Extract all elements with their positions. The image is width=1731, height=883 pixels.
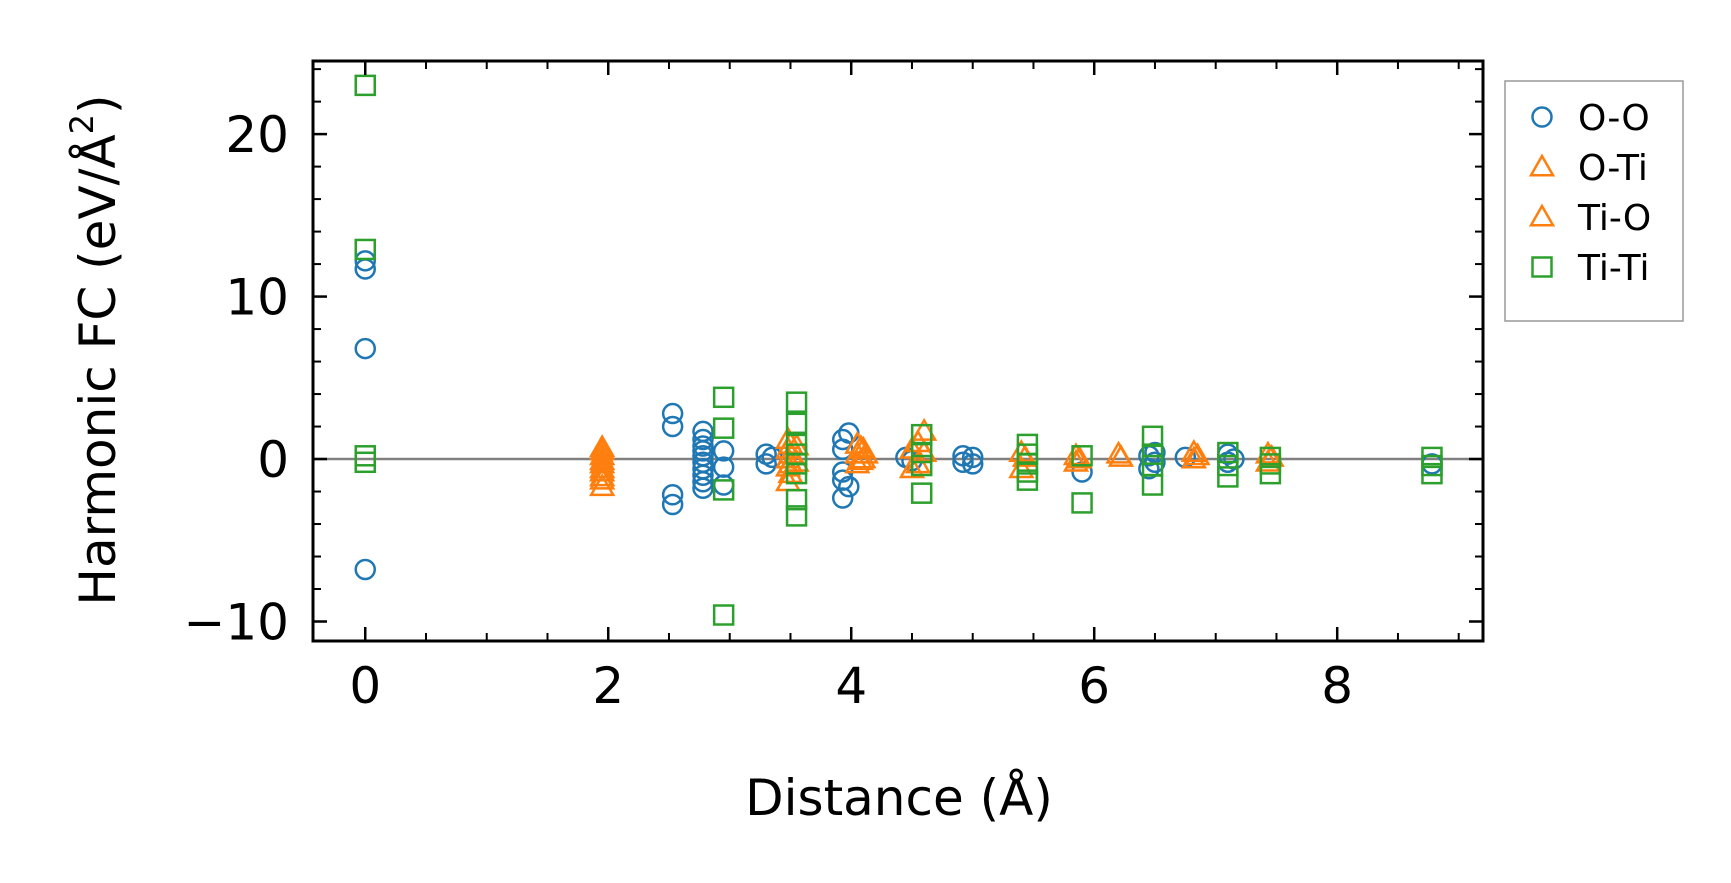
- data-point-ti-o: [1011, 443, 1039, 467]
- data-point-ti-ti: [1259, 462, 1282, 485]
- legend: O-O O-Ti Ti-O Ti-Ti: [1504, 80, 1684, 322]
- series-o-o: [354, 250, 1443, 581]
- data-point-o-ti: [1254, 440, 1282, 464]
- x-tick-label: 0: [349, 657, 381, 715]
- data-point-o-o: [661, 415, 684, 438]
- data-point-ti-ti: [785, 488, 808, 511]
- x-tick-label: 2: [592, 657, 624, 715]
- data-point-o-ti: [589, 450, 616, 474]
- legend-marker-ti-ti: [1531, 256, 1553, 278]
- data-point-o-o: [1144, 441, 1166, 464]
- data-point-o-o: [755, 453, 777, 475]
- data-point-ti-ti: [712, 604, 735, 626]
- data-point-ti-ti: [910, 482, 933, 504]
- data-point-o-ti: [589, 466, 616, 490]
- data-point-o-ti: [1008, 455, 1035, 479]
- data-point-ti-ti: [1217, 441, 1239, 464]
- data-point-o-o: [712, 440, 735, 462]
- data-point-o-o: [961, 453, 984, 475]
- data-point-ti-ti: [1217, 454, 1239, 477]
- data-point-o-o: [354, 337, 376, 360]
- data-point-o-o: [1144, 451, 1166, 474]
- data-point-ti-ti: [354, 74, 376, 97]
- data-point-ti-ti: [712, 417, 735, 439]
- data-point-ti-ti: [354, 238, 376, 261]
- legend-label-ti-o: Ti-O: [1577, 198, 1651, 239]
- series-ti-ti: [354, 74, 1443, 626]
- y-axis-label: Harmonic FC (eV/Å2): [63, 94, 127, 605]
- data-point-ti-ti: [354, 451, 376, 474]
- data-point-ti-ti: [1071, 492, 1093, 514]
- data-point-ti-ti: [785, 412, 808, 435]
- data-point-ti-o: [1107, 443, 1135, 467]
- data-point-o-o: [354, 558, 376, 581]
- data-point-o-o: [692, 440, 714, 462]
- data-point-o-o: [712, 474, 735, 496]
- data-point-o-o: [952, 451, 974, 474]
- data-point-o-o: [831, 487, 854, 509]
- x-tick-label: 6: [1078, 657, 1110, 715]
- data-point-o-ti: [1180, 439, 1207, 463]
- data-point-ti-ti: [1071, 445, 1093, 467]
- data-point-o-ti: [898, 455, 926, 479]
- data-point-o-o: [661, 493, 684, 516]
- data-point-o-o: [692, 477, 714, 500]
- data-point-ti-ti: [712, 479, 735, 501]
- data-point-o-o: [692, 428, 714, 451]
- legend-marker-o-o: [1531, 106, 1553, 128]
- x-tick-label: 4: [835, 657, 867, 715]
- data-point-ti-o: [589, 463, 616, 487]
- data-point-ti-ti: [785, 462, 808, 485]
- data-point-o-ti: [589, 458, 616, 482]
- data-point-o-o: [831, 428, 854, 451]
- data-point-ti-ti: [1421, 462, 1443, 485]
- data-point-ti-ti: [1217, 466, 1239, 488]
- legend-marker-ti-o: [1528, 203, 1556, 227]
- data-point-o-o: [692, 464, 714, 487]
- data-point-ti-ti: [354, 445, 376, 467]
- data-point-ti-ti: [1141, 443, 1164, 465]
- legend-label-ti-ti: Ti-Ti: [1577, 248, 1649, 289]
- data-point-ti-o: [1066, 445, 1093, 469]
- y-tick-label: 0: [257, 431, 289, 489]
- y-tick-label: 20: [225, 106, 289, 164]
- plot-frame: [311, 59, 1485, 643]
- data-point-o-ti: [1062, 448, 1090, 472]
- data-point-o-o: [661, 484, 684, 506]
- data-point-ti-o: [1184, 442, 1211, 466]
- data-point-o-o: [692, 471, 714, 493]
- data-point-ti-o: [852, 440, 879, 464]
- data-point-o-o: [838, 475, 860, 498]
- data-point-o-ti: [1180, 445, 1207, 469]
- data-point-o-o: [661, 402, 684, 425]
- data-point-ti-ti: [1016, 469, 1039, 491]
- y-tick-label: 10: [225, 269, 289, 327]
- data-point-ti-o: [589, 455, 616, 479]
- data-point-o-o: [961, 446, 984, 469]
- data-point-ti-ti: [1141, 474, 1164, 496]
- x-tick-label: 8: [1321, 657, 1353, 715]
- y-tick-label: −10: [183, 594, 289, 652]
- data-point-ti-ti: [785, 391, 808, 413]
- data-point-ti-ti: [910, 441, 933, 464]
- data-point-ti-ti: [785, 505, 808, 527]
- data-point-ti-o: [589, 447, 616, 471]
- data-point-ti-ti: [910, 454, 933, 477]
- legend-marker-o-ti: [1528, 153, 1556, 177]
- x-axis-label: Distance (Å): [745, 769, 1053, 827]
- data-point-o-o: [354, 250, 376, 272]
- legend-label-o-ti: O-Ti: [1578, 148, 1648, 189]
- data-point-ti-ti: [712, 386, 735, 409]
- legend-label-o-o: O-O: [1578, 98, 1650, 139]
